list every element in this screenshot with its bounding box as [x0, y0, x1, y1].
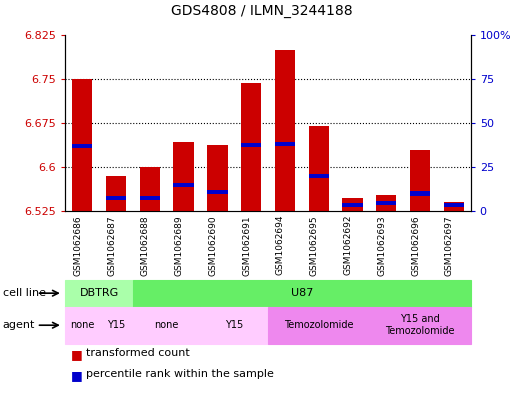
Text: Temozolomide: Temozolomide — [284, 320, 354, 330]
Bar — [309, 126, 329, 211]
Bar — [140, 196, 160, 200]
Bar — [106, 196, 126, 200]
Text: Y15: Y15 — [107, 320, 125, 330]
Text: none: none — [70, 320, 95, 330]
Text: GSM1062695: GSM1062695 — [310, 215, 319, 275]
Text: Y15: Y15 — [225, 320, 243, 330]
Text: GSM1062686: GSM1062686 — [73, 215, 82, 275]
Bar — [140, 167, 160, 211]
Text: GSM1062687: GSM1062687 — [107, 215, 116, 275]
Text: GSM1062697: GSM1062697 — [445, 215, 454, 275]
Bar — [275, 141, 295, 146]
Text: GSM1062690: GSM1062690 — [208, 215, 218, 275]
Text: GSM1062689: GSM1062689 — [175, 215, 184, 275]
Bar — [343, 198, 362, 211]
Bar — [72, 79, 93, 211]
Text: ■: ■ — [71, 348, 82, 361]
Bar — [207, 190, 228, 194]
Bar — [444, 203, 464, 207]
Text: GSM1062696: GSM1062696 — [411, 215, 420, 275]
Bar — [106, 176, 126, 211]
Bar — [376, 201, 396, 206]
Bar — [410, 150, 430, 211]
Bar — [309, 174, 329, 178]
Bar — [275, 50, 295, 211]
Text: GSM1062694: GSM1062694 — [276, 215, 285, 275]
Text: agent: agent — [3, 320, 35, 330]
Bar — [72, 144, 93, 148]
Text: none: none — [154, 320, 179, 330]
Text: ■: ■ — [71, 369, 82, 382]
Text: transformed count: transformed count — [86, 348, 190, 358]
Bar — [207, 145, 228, 211]
Text: Y15 and
Temozolomide: Y15 and Temozolomide — [385, 314, 455, 336]
Bar — [241, 83, 262, 211]
Bar — [174, 183, 194, 187]
Bar — [241, 143, 262, 147]
Text: cell line: cell line — [3, 288, 46, 298]
Text: GSM1062692: GSM1062692 — [344, 215, 353, 275]
Bar — [410, 191, 430, 196]
Bar — [174, 142, 194, 211]
Text: GSM1062688: GSM1062688 — [141, 215, 150, 275]
Bar — [444, 202, 464, 211]
Bar — [376, 195, 396, 211]
Bar — [343, 203, 362, 207]
Text: percentile rank within the sample: percentile rank within the sample — [86, 369, 274, 379]
Text: GDS4808 / ILMN_3244188: GDS4808 / ILMN_3244188 — [170, 4, 353, 18]
Text: GSM1062691: GSM1062691 — [242, 215, 251, 275]
Text: GSM1062693: GSM1062693 — [377, 215, 386, 275]
Text: DBTRG: DBTRG — [79, 288, 119, 298]
Text: U87: U87 — [291, 288, 313, 298]
